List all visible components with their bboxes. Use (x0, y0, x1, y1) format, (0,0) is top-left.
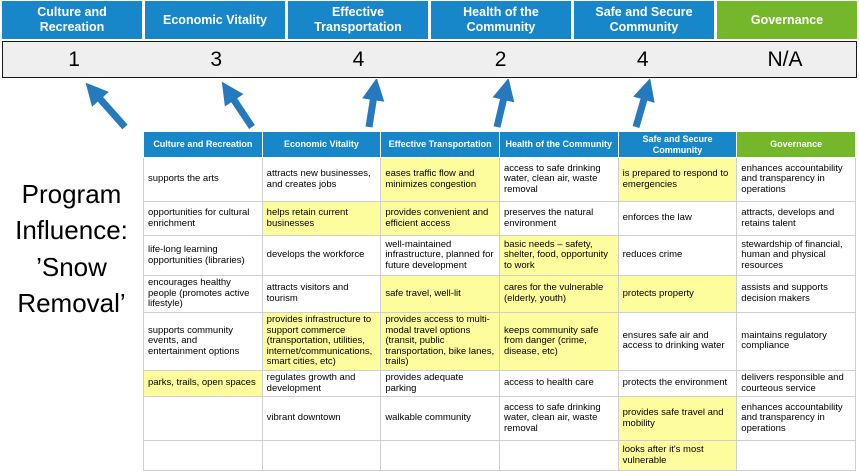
table-header-economic-vitality: Economic Vitality (261, 131, 382, 158)
table-row-1: supports the arts attracts new businesses… (143, 157, 856, 202)
category-box-culture-and-recreation: Culture and Recreation (2, 1, 142, 39)
table-cell-vibrant-downtown: vibrant downtown (261, 396, 382, 442)
up-arrow-icon (221, 81, 255, 129)
table-cell-keeps-community-safe-from-danger: keeps community safe from danger (crime,… (498, 311, 619, 372)
category-box-effective-transportation: Effective Transportation (288, 1, 428, 39)
table-cell-eases-traffic-flow-and-minimizes: eases traffic flow and minimizes congest… (380, 157, 500, 202)
table-cell-provides-convenient-and-efficien: provides convenient and efficient access (380, 201, 500, 236)
score-governance: N/A (767, 47, 803, 71)
up-arrow-icon (85, 82, 128, 130)
table-cell-regulates-growth-and-development: regulates growth and development (261, 369, 382, 398)
table-head: Culture and Recreation Economic Vitality E… (143, 131, 856, 158)
score-effective-transportation: 4 (352, 47, 365, 71)
table-cell-parks-trails-open-spaces: parks, trails, open spaces (143, 369, 263, 398)
score-health-of-the-community: 2 (494, 47, 507, 71)
table-cell-develops-the-workforce: develops the workforce (261, 235, 382, 276)
table-cell-looks-after-it-s-most-vulnerable: looks after it's most vulnerable (617, 440, 738, 471)
up-arrow-icon (632, 79, 655, 128)
table-cell-access-to-safe-drinking-water-cl: access to safe drinking water, clean air… (498, 396, 619, 442)
up-arrow-icon (492, 79, 515, 128)
table-cell-enhances-accountability-and-tran: enhances accountability and transparency… (736, 396, 856, 442)
table-cell-reduces-crime: reduces crime (617, 235, 738, 276)
table-cell-assists-and-supports-decision-ma: assists and supports decision makers (736, 275, 856, 313)
table-cell-stewardship-of-financial-human-a: stewardship of financial, human and phys… (736, 235, 856, 276)
table-cell-cares-for-the-vulnerable-elderly: cares for the vulnerable (elderly, youth… (498, 275, 619, 313)
category-box-safe-and-secure-community: Safe and Secure Community (574, 1, 714, 39)
table-cell-safe-travel-well-lit: safe travel, well-lit (380, 275, 500, 313)
table-cell-provides-adequate-parking: provides adequate parking (380, 369, 500, 398)
table-row-2: opportunities for cultural enrichment hel… (143, 201, 856, 236)
table-cell-ensures-safe-air-and-access-to-d: ensures safe air and access to drinking … (617, 311, 738, 372)
category-box-governance: Governance (717, 1, 857, 39)
table-cell-provides-access-to-multi-modal-t: provides access to multi-modal travel op… (380, 311, 500, 372)
table-cell-provides-safe-travel-and-mobilit: provides safe travel and mobility (617, 396, 738, 442)
table-cell-empty (380, 440, 500, 471)
table-cell-helps-retain-current-businesses: helps retain current businesses (261, 201, 382, 236)
score-culture-and-recreation: 1 (68, 47, 80, 71)
table-cell-preserves-the-natural-environmen: preserves the natural environment (498, 201, 619, 236)
table-cell-protects-property: protects property (617, 275, 738, 313)
table-cell-empty (261, 440, 382, 471)
table-cell-attracts-visitors-and-tourism: attracts visitors and tourism (261, 275, 382, 313)
table-cell-opportunities-for-cultural-enric: opportunities for cultural enrichment (143, 201, 263, 236)
table-cell-is-prepared-to-respond-to-emerge: is prepared to respond to emergencies (617, 157, 738, 202)
table-cell-attracts-new-businesses-and-crea: attracts new businesses, and creates job… (261, 157, 382, 202)
table-cell-enforces-the-law: enforces the law (617, 201, 738, 236)
table-cell-provides-infrastructure-to-suppo: provides infrastructure to support comme… (261, 311, 382, 372)
table-cell-supports-the-arts: supports the arts (143, 157, 263, 202)
table-body: supports the arts attracts new businesses… (143, 157, 856, 471)
table-header-effective-transportation: Effective Transportation (380, 131, 500, 158)
table-row-4: encourages healthy people (promotes acti… (143, 275, 856, 313)
table-row-8: looks after it's most vulnerable (143, 440, 856, 471)
table-header-row: Culture and Recreation Economic Vitality E… (143, 131, 856, 158)
category-row: Culture and Recreation Economic Vitality E… (2, 1, 857, 39)
table-cell-access-to-safe-drinking-water-cl: access to safe drinking water, clean air… (498, 157, 619, 202)
table-cell-encourages-healthy-people-promot: encourages healthy people (promotes acti… (143, 275, 263, 313)
table-cell-enhances-accountability-and-tran: enhances accountability and transparency… (736, 157, 856, 202)
table-cell-empty (498, 440, 619, 471)
table-cell-attracts-develops-and-retains-ta: attracts, develops and retains talent (736, 201, 856, 236)
program-title: Program Influence: ’Snow Removal’ (15, 179, 128, 319)
table-cell-basic-needs-safety-shelter-food-: basic needs – safety, shelter, food, opp… (498, 235, 619, 276)
up-arrow-icon (362, 79, 385, 128)
table-row-5: supports community events, and entertain… (143, 311, 856, 372)
table-cell-maintains-regulatory-compliance: maintains regulatory compliance (736, 311, 856, 372)
table-cell-access-to-health-care: access to health care (498, 369, 619, 398)
score-economic-vitality: 3 (210, 47, 223, 71)
category-box-health-of-the-community: Health of the Community (431, 1, 571, 39)
influence-table: Culture and Recreation Economic Vitality E… (143, 131, 856, 471)
table-row-6: parks, trails, open spaces regulates grow… (143, 369, 856, 398)
table-cell-empty (143, 396, 263, 442)
table-header-governance: Governance (736, 131, 856, 158)
table-cell-empty (143, 440, 263, 471)
table-cell-life-long-learning-opportunities: life-long learning opportunities (librar… (143, 235, 263, 276)
score-safe-and-secure-community: 4 (636, 47, 649, 71)
table-cell-well-maintained-infrastructure-p: well-maintained infrastructure, planned … (380, 235, 500, 276)
table-cell-protects-the-environment: protects the environment (617, 369, 738, 398)
table-cell-delivers-responsible-and-courteo: delivers responsible and courteous servi… (736, 369, 856, 398)
table-header-culture-and-recreation: Culture and Recreation (143, 131, 263, 158)
score-row: 1 3 4 2 4 N/A (2, 41, 857, 78)
table-row-3: life-long learning opportunities (librar… (143, 235, 856, 276)
category-box-economic-vitality: Economic Vitality (145, 1, 285, 39)
table-header-safe-and-secure-community: Safe and Secure Community (617, 131, 738, 158)
table-cell-walkable-community: walkable community (380, 396, 500, 442)
arrows-layer (85, 79, 655, 130)
table-cell-empty (736, 440, 856, 471)
table-cell-supports-community-events-and-en: supports community events, and entertain… (143, 311, 263, 372)
table-row-7: vibrant downtown walkable community access… (143, 396, 856, 442)
table-header-health-of-the-community: Health of the Community (498, 131, 619, 158)
